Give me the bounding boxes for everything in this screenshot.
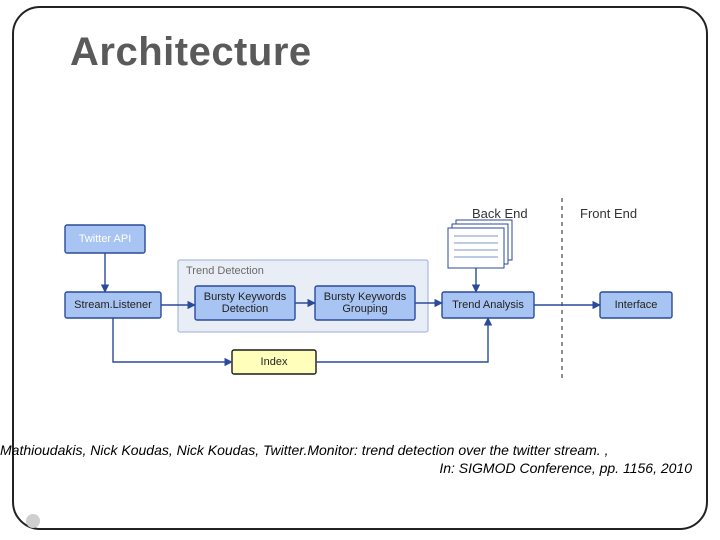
svg-text:Trend Detection: Trend Detection: [186, 265, 264, 277]
svg-text:Twitter API: Twitter API: [79, 233, 132, 245]
page-number-circle: [26, 514, 40, 528]
citation-line-1: Mathioudakis, Nick Koudas, Nick Koudas, …: [0, 442, 712, 458]
architecture-diagram: Trend Detection Twitter API Stream.Listene…: [0, 0, 720, 540]
citation-line-2: In: SIGMOD Conference, pp. 1156, 2010: [0, 460, 712, 476]
svg-text:Interface: Interface: [615, 299, 658, 311]
svg-text:Bursty Keywords: Bursty Keywords: [324, 291, 407, 303]
svg-text:Back End: Back End: [472, 206, 528, 221]
svg-text:Trend Analysis: Trend Analysis: [452, 299, 524, 311]
svg-text:Grouping: Grouping: [342, 303, 387, 315]
svg-text:Index: Index: [261, 356, 288, 368]
svg-text:Front End: Front End: [580, 206, 637, 221]
svg-text:Stream.Listener: Stream.Listener: [74, 299, 152, 311]
slide: Architecture Trend DetectionTwitter APIS…: [0, 0, 720, 540]
svg-text:Bursty Keywords: Bursty Keywords: [204, 291, 287, 303]
svg-text:Detection: Detection: [222, 303, 268, 315]
